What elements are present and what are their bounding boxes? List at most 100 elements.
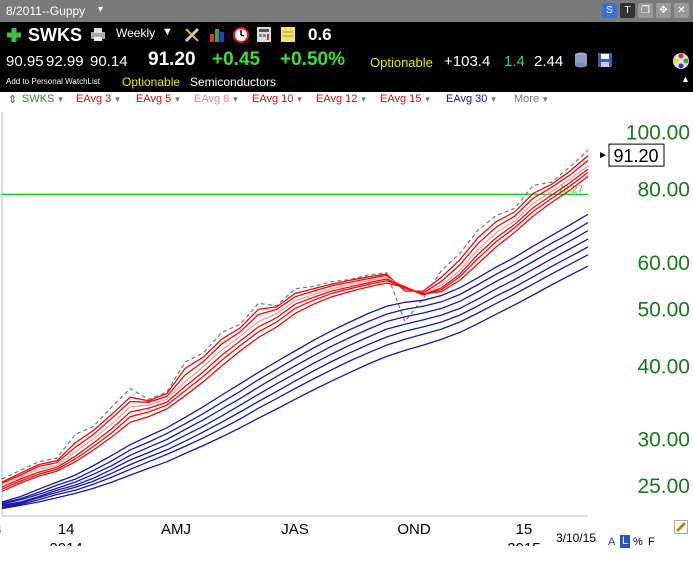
short-ema-line [1,165,589,486]
last-price-box [608,143,665,167]
legend-label: EAvg 3 [76,93,112,105]
database-icon[interactable] [574,52,588,68]
chevron-down-icon: ▼ [487,95,498,104]
long-ema-line [1,265,589,510]
legend-label: EAvg 30 [446,93,488,105]
legend-label: SWKS [22,93,55,105]
tools-icon[interactable] [184,26,202,43]
chevron-down-icon: ▼ [229,95,240,104]
legend-item[interactable]: SWKS ▼ [22,93,65,105]
y-tick-label: 50.00 [637,298,690,321]
long-ema-line [1,254,589,509]
chevron-down-icon: ▼ [162,26,173,38]
change-pct-value: +0.50% [280,49,345,70]
legend-label: EAvg 15 [380,93,422,105]
chevron-down-icon: ▼ [421,95,432,104]
pencil-icon[interactable] [674,520,688,534]
y-tick-label: 30.00 [637,429,690,452]
optionable-badge: Optionable [122,75,181,89]
legend-label: More [514,93,540,105]
chevron-down-icon: ▼ [54,95,65,104]
restore-window-icon[interactable]: ❐ [638,3,653,18]
short-ema-line [1,168,589,488]
text-icon[interactable]: T [620,3,635,18]
top-value: 0.6 [308,25,332,44]
legend-label: EAvg 8 [194,93,230,105]
alarm-clock-icon[interactable] [232,25,250,43]
chevron-down-icon: ▼ [539,95,550,104]
printer-icon[interactable] [90,27,106,42]
window-titlebar: 8/2011--Guppy ▾ S T ❐ ✥ ✕ [0,0,693,22]
x-tick-label: 13 [0,521,1,538]
open-value: 90.95 [6,53,44,70]
x-tick-label: JAS [281,521,309,538]
color-wheel-icon[interactable] [672,52,690,70]
legend-label: EAvg 12 [316,93,358,105]
long-ema-line [1,238,589,506]
value-b: 1.4 [504,53,525,70]
symbol-toolbar: SWKS Weekly ▼ 0.6 90.95 92.99 90.14 91.2… [0,22,693,92]
bar-chart-icon[interactable] [208,26,226,43]
chart-footer: A L % F [0,520,693,562]
period-dropdown[interactable]: Weekly ▼ [112,24,174,42]
price-chart[interactable]: 78.27100.0080.0060.0050.0040.0030.0025.0… [0,108,693,546]
legend-more[interactable]: More ▼ [514,93,549,105]
short-ema-line [1,155,589,483]
y-tick-label: 40.00 [637,355,690,378]
value-a: +103.4 [444,53,491,70]
move-icon[interactable]: ✥ [656,3,671,18]
chevron-down-icon: ▼ [111,95,122,104]
long-ema-line [1,246,589,508]
price-line [1,149,589,480]
legend-item[interactable]: EAvg 8 ▼ [194,93,239,105]
period-label: Weekly [116,26,156,40]
chevron-down-icon: ▼ [171,95,182,104]
scale-a-button[interactable]: A [608,536,616,548]
long-ema-line [1,222,589,504]
chevron-down-icon: ▼ [293,95,304,104]
scale-f-button[interactable]: F [648,536,655,548]
legend-item[interactable]: EAvg 3 ▼ [76,93,121,105]
plus-icon[interactable] [6,27,22,43]
industry-label: Semiconductors [190,75,277,89]
short-ema-line [1,175,589,492]
date-label: 3/10/15 [556,531,596,545]
last-price-pointer [600,152,606,159]
legend-item[interactable]: EAvg 30 ▼ [446,93,498,105]
move-icon[interactable]: ⇕ [8,94,18,106]
chevron-down-icon: ▼ [357,95,368,104]
short-ema-line [1,171,589,490]
note-icon[interactable] [280,26,296,43]
change-value: +0.45 [212,49,261,70]
close-value: 91.20 [148,49,196,70]
legend-item[interactable]: EAvg 5 ▼ [136,93,181,105]
legend-item[interactable]: EAvg 10 ▼ [252,93,304,105]
value-c: 2.44 [534,53,564,70]
legend-label: EAvg 5 [136,93,172,105]
legend-item[interactable]: EAvg 15 ▼ [380,93,432,105]
chevron-up-icon[interactable]: ▲ [681,74,690,84]
chevron-down-icon[interactable]: ▾ [98,4,104,15]
s-icon[interactable]: S [602,3,617,18]
high-value: 92.99 [46,53,84,70]
scale-percent-button[interactable]: % [633,536,643,548]
window-controls: S T ❐ ✥ ✕ [602,3,689,18]
y-tick-label: 100.00 [626,122,690,145]
x-tick-label: OND [397,521,431,538]
close-icon[interactable]: ✕ [674,3,689,18]
optionable-label: Optionable [370,55,433,70]
x-tick-label: 15 [516,521,533,538]
calculator-icon[interactable] [256,26,272,43]
y-tick-label: 25.00 [637,475,690,498]
low-value: 90.14 [90,53,128,70]
watchlist-link[interactable]: Add to Personal WatchList [6,77,100,86]
symbol-label[interactable]: SWKS [28,25,82,45]
indicator-legend: ⇕ SWKS ▼ EAvg 3 ▼ EAvg 5 ▼ EAvg 8 ▼ EAvg… [0,92,693,108]
scale-log-button[interactable]: L [620,535,630,548]
y-tick-label: 60.00 [637,252,690,275]
legend-label: EAvg 10 [252,93,294,105]
x-tick-label: 2015 [507,540,540,546]
save-icon[interactable] [597,52,613,68]
legend-item[interactable]: EAvg 12 ▼ [316,93,368,105]
